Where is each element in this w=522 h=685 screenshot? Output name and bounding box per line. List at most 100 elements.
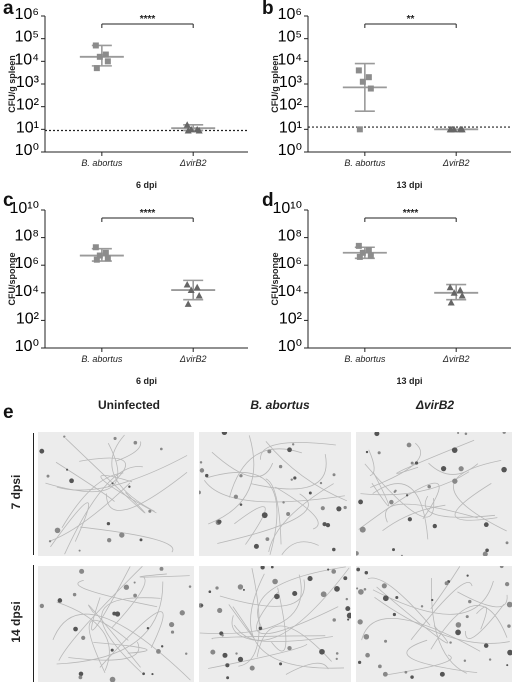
panel-label-b: b [262, 0, 274, 19]
x-tick-label: ΔvirB2 [442, 158, 470, 168]
micrograph-1-0 [38, 566, 194, 682]
y-tick-label: 10⁶ [15, 255, 39, 272]
y-tick-label: 10⁶ [278, 6, 302, 23]
micrograph-column-uninfected: Uninfected [97, 398, 160, 412]
y-axis-label: CFU/g spleen [7, 55, 17, 113]
data-point [365, 247, 372, 254]
y-tick-label: 10² [279, 310, 303, 327]
data-point [356, 253, 363, 260]
x-tick-label: ΔvirB2 [179, 354, 207, 364]
y-axis-label: CFU/sponge [7, 253, 17, 306]
significance-label: **** [140, 14, 156, 25]
x-tick-label: B. abortus [344, 354, 386, 364]
y-axis-label: CFU/sponge [270, 253, 280, 306]
panel-label-d: d [262, 190, 274, 211]
y-tick-label: 10⁰ [15, 142, 39, 159]
data-point [367, 85, 374, 92]
data-point [365, 74, 372, 81]
micrograph-0-2 [356, 432, 512, 556]
y-tick-label: 10⁰ [278, 338, 302, 355]
data-point [458, 125, 466, 133]
figure-charts: 10⁰ 10¹ 10² 10³ 10⁴ 10⁵ 10⁶ CFU/g spleen B. abor… [7, 6, 511, 386]
data-point [93, 256, 100, 263]
micrograph-1-1 [199, 566, 351, 682]
y-tick-label: 10⁴ [277, 283, 302, 300]
data-point [102, 249, 109, 256]
data-point [355, 67, 362, 74]
data-point [446, 283, 454, 291]
y-tick-label: 10² [16, 310, 40, 327]
y-tick-label: 10³ [279, 74, 303, 91]
x-tick-label: B. abortus [344, 158, 386, 168]
y-tick-label: 10⁸ [277, 228, 302, 245]
row-divider-14dpsi [33, 565, 34, 682]
data-point [195, 292, 203, 299]
data-point [93, 65, 100, 72]
y-tick-label: 10¹ [16, 119, 39, 136]
data-point [184, 300, 192, 307]
data-point [356, 126, 363, 133]
micrograph-row-14dpsi: 14 dpsi [9, 601, 23, 643]
micrograph-0-0 [38, 432, 194, 556]
y-tick-label: 10⁸ [14, 228, 39, 245]
y-tick-label: 10⁶ [15, 6, 39, 23]
data-point [96, 53, 103, 60]
data-point [359, 78, 366, 85]
data-point [102, 51, 109, 58]
y-tick-label: 10⁶ [278, 255, 302, 272]
micrograph-0-1 [199, 432, 351, 556]
significance-label: ** [407, 14, 415, 25]
micrograph-column-babortus: B. abortus [250, 398, 310, 412]
data-point [367, 252, 374, 259]
significance-label: **** [140, 208, 156, 219]
x-axis-label: 13 dpi [396, 180, 422, 190]
y-tick-label: 10⁵ [15, 29, 39, 46]
data-point [183, 121, 191, 128]
y-tick-label: 10¹⁰ [272, 200, 302, 217]
data-point [195, 126, 203, 134]
data-point [104, 255, 111, 262]
panel-label-a: a [3, 0, 14, 19]
data-point [359, 249, 366, 256]
data-point [193, 283, 201, 291]
y-tick-label: 10⁵ [278, 29, 302, 46]
chart-panel-b: 10⁰ 10¹ 10² 10³ 10⁴ 10⁵ 10⁶ CFU/g spleen B. abor… [270, 6, 511, 190]
data-point [187, 286, 195, 294]
chart-panel-d: 10⁰ 10² 10⁴ 10⁶ 10⁸ 10¹⁰ CFU/sponge B. abortus Δ… [270, 200, 511, 386]
y-tick-label: 10⁰ [15, 338, 39, 355]
x-tick-label: ΔvirB2 [179, 158, 207, 168]
data-point [458, 292, 466, 299]
x-axis-label: 13 dpi [396, 376, 422, 386]
x-axis-label: 6 dpi [136, 180, 157, 190]
x-axis-label: 6 dpi [136, 376, 157, 386]
x-tick-label: ΔvirB2 [442, 354, 470, 364]
chart-panel-a: 10⁰ 10¹ 10² 10³ 10⁴ 10⁵ 10⁶ CFU/g spleen B. abor… [7, 6, 248, 190]
data-point [96, 252, 103, 259]
y-tick-label: 10⁰ [278, 142, 302, 159]
panel-label-c: c [3, 190, 14, 211]
data-point [450, 289, 458, 296]
x-tick-label: B. abortus [81, 158, 123, 168]
micrograph-row-7dpsi: 7 dpsi [9, 474, 23, 510]
data-point [92, 244, 99, 251]
y-tick-label: 10⁴ [14, 51, 39, 68]
micrograph-column-virb2: ΔvirB2 [415, 398, 455, 412]
y-tick-label: 10¹ [279, 119, 302, 136]
data-point [183, 281, 191, 288]
chart-panel-c: 10⁰ 10² 10⁴ 10⁶ 10⁸ 10¹⁰ CFU/sponge B. abortus Δ… [7, 200, 248, 386]
data-point [184, 126, 192, 134]
y-tick-label: 10⁴ [14, 283, 39, 300]
data-point [355, 242, 362, 249]
y-tick-label: 10² [16, 97, 40, 114]
data-point [447, 298, 455, 306]
y-tick-label: 10² [279, 97, 303, 114]
significance-label: **** [403, 208, 419, 219]
data-point [447, 125, 455, 133]
micrograph-1-2 [356, 566, 512, 682]
data-point [456, 286, 464, 294]
y-tick-label: 10⁴ [277, 51, 302, 68]
y-axis-label: CFU/g spleen [270, 55, 280, 113]
x-tick-label: B. abortus [81, 354, 123, 364]
y-tick-label: 10³ [16, 74, 40, 91]
data-point [104, 58, 111, 65]
